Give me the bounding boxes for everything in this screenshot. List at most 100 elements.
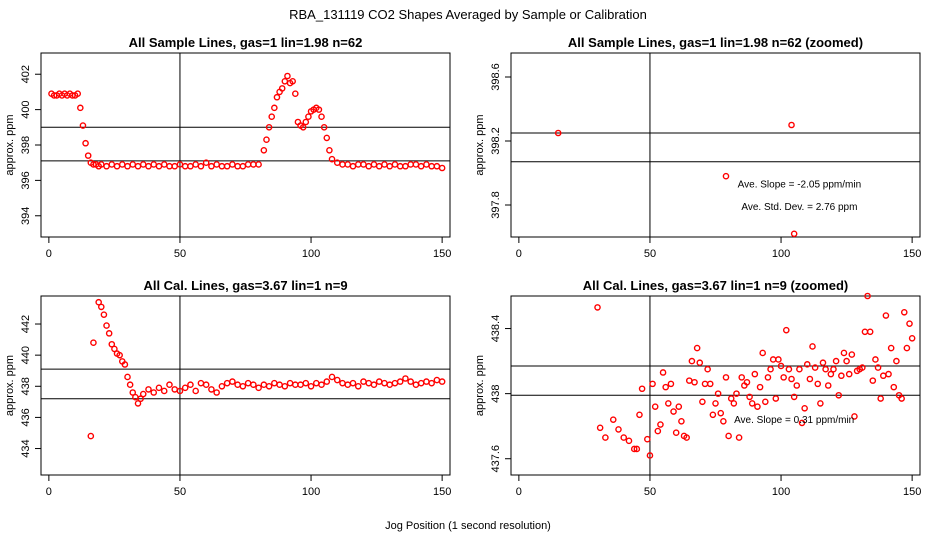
data-point xyxy=(74,90,82,97)
data-point xyxy=(879,372,887,380)
data-point xyxy=(218,162,226,170)
data-point xyxy=(709,411,717,419)
data-point xyxy=(722,374,730,381)
x-tick-label: 100 xyxy=(772,248,790,260)
data-point xyxy=(129,161,137,168)
data-point xyxy=(365,379,373,387)
data-point xyxy=(602,434,609,441)
data-point xyxy=(596,424,604,432)
y-tick-label: 440 xyxy=(20,346,32,364)
data-point xyxy=(328,373,336,381)
data-point xyxy=(869,377,877,384)
data-point xyxy=(192,161,199,168)
data-point xyxy=(806,375,814,383)
data-point xyxy=(103,322,110,329)
data-point xyxy=(788,121,795,129)
data-point xyxy=(428,379,435,387)
data-point xyxy=(202,159,210,166)
data-point xyxy=(657,421,664,428)
data-point xyxy=(108,161,116,168)
data-point xyxy=(391,379,399,387)
data-point xyxy=(281,382,289,390)
data-point xyxy=(609,416,617,423)
data-point xyxy=(819,359,827,367)
data-point xyxy=(344,161,352,168)
y-tick-label: 438.4 xyxy=(490,315,502,343)
data-point xyxy=(803,361,811,368)
data-point xyxy=(423,161,430,168)
x-tick-label: 0 xyxy=(516,486,522,498)
data-point xyxy=(116,351,123,359)
data-point xyxy=(782,326,790,334)
panel-p3: All Cal. Lines, gas=3.67 lin=1 n=9 0 50 100… xyxy=(4,278,451,498)
data-point xyxy=(769,356,777,363)
data-point xyxy=(738,374,746,381)
data-point xyxy=(160,161,168,168)
data-point xyxy=(87,432,95,440)
data-point xyxy=(840,349,848,357)
data-point xyxy=(874,364,882,371)
data-point xyxy=(391,161,399,168)
data-point xyxy=(312,379,320,387)
data-point xyxy=(704,365,711,373)
data-point xyxy=(638,385,646,393)
data-point xyxy=(124,373,131,381)
annotation-text: Ave. Slope = -2.05 ppm/min xyxy=(738,179,862,190)
annotation-text: Ave. Std. Dev. = 2.76 ppm xyxy=(741,202,857,213)
data-point xyxy=(192,387,199,395)
x-tick-label: 50 xyxy=(174,486,186,498)
data-point xyxy=(360,161,367,168)
data-point xyxy=(82,139,89,147)
data-point xyxy=(213,161,220,168)
data-point xyxy=(838,372,845,380)
data-point xyxy=(381,379,388,387)
x-tick-label: 100 xyxy=(302,248,320,260)
data-point xyxy=(139,161,147,168)
data-point xyxy=(208,386,215,393)
data-point xyxy=(250,381,257,389)
data-point xyxy=(843,357,850,365)
data-point xyxy=(305,113,312,120)
data-point xyxy=(796,365,803,373)
data-point xyxy=(145,162,152,170)
data-point xyxy=(407,378,414,385)
data-point xyxy=(176,387,184,395)
data-point xyxy=(809,343,816,350)
data-point xyxy=(428,162,435,170)
data-point xyxy=(743,378,751,386)
data-point xyxy=(302,379,310,387)
data-point xyxy=(98,303,105,311)
data-point xyxy=(756,383,764,391)
data-point xyxy=(845,370,853,378)
y-tick-label: 394 xyxy=(20,207,32,225)
x-tick-label: 0 xyxy=(46,486,52,498)
data-point xyxy=(817,400,824,407)
y-tick-label: 434 xyxy=(20,439,32,457)
data-point xyxy=(375,378,383,385)
data-point xyxy=(284,72,291,80)
data-point xyxy=(890,383,898,391)
data-point xyxy=(307,382,315,390)
data-point xyxy=(137,395,144,403)
data-point xyxy=(229,161,236,168)
data-point xyxy=(286,379,294,387)
data-point xyxy=(268,113,276,120)
data-point xyxy=(265,124,273,131)
data-point xyxy=(667,380,675,388)
data-point xyxy=(633,445,641,453)
data-point xyxy=(271,379,278,387)
data-point xyxy=(292,90,299,97)
data-point xyxy=(166,162,173,170)
data-point xyxy=(95,298,102,306)
data-point xyxy=(848,351,856,358)
data-point xyxy=(433,162,441,170)
data-point xyxy=(644,435,651,443)
data-point xyxy=(171,386,179,393)
data-point xyxy=(111,345,118,353)
plot-frame xyxy=(40,295,451,476)
data-point xyxy=(318,381,325,389)
data-point xyxy=(675,403,683,410)
data-point xyxy=(139,390,147,398)
panel-p1: All Sample Lines, gas=1 lin=1.98 n=62 0 50… xyxy=(4,35,451,260)
data-point xyxy=(315,106,323,113)
